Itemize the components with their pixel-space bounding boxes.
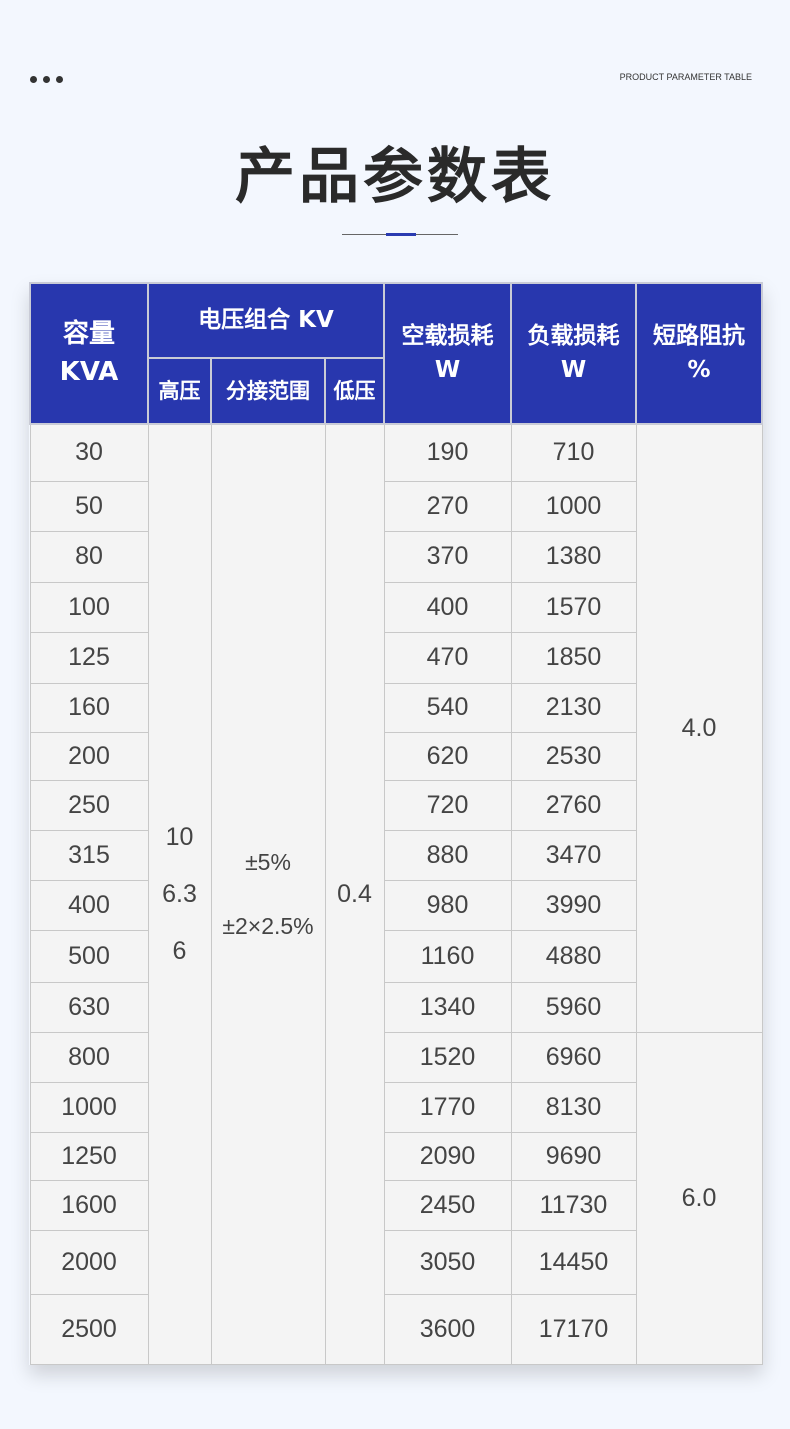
table-row: 800 1520 6960 6.0 — [29, 1031, 763, 1365]
capacity-cell: 80 — [29, 530, 149, 583]
load-loss-cell: 1000 — [510, 480, 637, 532]
capacity-cell: 125 — [29, 631, 149, 684]
table-row: 2000 3050 14450 — [29, 1229, 762, 1295]
capacity-cell: 400 — [29, 879, 149, 931]
header-high-voltage: 高压 — [147, 357, 212, 425]
table-row: 50 270 1000 — [29, 480, 762, 532]
table-row: 250 720 2760 — [29, 779, 762, 831]
table-row: 200 620 2530 — [29, 731, 762, 781]
table-row: 30 10 6.3 6 ±5% ±2×2.5% 0.4 190 710 4.0 — [29, 423, 763, 1365]
load-loss-cell: 5960 — [510, 981, 637, 1033]
impedance-cell: 6.0 — [635, 1031, 763, 1365]
no-load-loss-cell: 400 — [383, 581, 512, 633]
table-row: 400 980 3990 — [29, 879, 762, 931]
no-load-loss-cell: 880 — [383, 829, 512, 881]
load-loss-cell: 710 — [510, 423, 637, 482]
load-loss-cell: 2760 — [510, 779, 637, 831]
high-voltage-cell: 10 6.3 6 — [147, 423, 212, 1365]
load-loss-cell: 3470 — [510, 829, 637, 881]
table-row: 80 370 1380 — [29, 530, 762, 583]
table-row: 100 400 1570 — [29, 581, 762, 633]
header-capacity: 容量 KVA — [29, 282, 149, 425]
no-load-loss-cell: 980 — [383, 879, 512, 931]
load-loss-cell: 1850 — [510, 631, 637, 684]
load-loss-cell: 2530 — [510, 731, 637, 781]
header-tap-range: 分接范围 — [210, 357, 326, 425]
table-row: 1250 2090 9690 — [29, 1131, 762, 1181]
no-load-loss-cell: 3600 — [383, 1293, 512, 1365]
title-divider — [342, 233, 458, 236]
capacity-cell: 50 — [29, 480, 149, 532]
load-loss-cell: 1380 — [510, 530, 637, 583]
no-load-loss-cell: 1770 — [383, 1081, 512, 1133]
no-load-loss-cell: 2090 — [383, 1131, 512, 1181]
table-row: 2500 3600 17170 — [29, 1293, 762, 1365]
table-row: 125 470 1850 — [29, 631, 762, 684]
parameter-table: 容量 KVA 电压组合 KV 空载损耗 W 负载损耗 W 短路阻抗 % 高压 分… — [29, 282, 763, 1365]
load-loss-cell: 1570 — [510, 581, 637, 633]
capacity-cell: 630 — [29, 981, 149, 1033]
no-load-loss-cell: 1160 — [383, 929, 512, 983]
load-loss-cell: 2130 — [510, 682, 637, 733]
capacity-cell: 1250 — [29, 1131, 149, 1181]
more-dots-icon — [30, 76, 63, 83]
low-voltage-cell: 0.4 — [324, 423, 385, 1365]
table-row: 630 1340 5960 — [29, 981, 762, 1033]
load-loss-cell: 8130 — [510, 1081, 637, 1133]
no-load-loss-cell: 3050 — [383, 1229, 512, 1295]
header-impedance: 短路阻抗 % — [635, 282, 763, 425]
capacity-cell: 2000 — [29, 1229, 149, 1295]
table-row: 315 880 3470 — [29, 829, 762, 881]
capacity-cell: 30 — [29, 423, 149, 482]
no-load-loss-cell: 540 — [383, 682, 512, 733]
capacity-cell: 250 — [29, 779, 149, 831]
no-load-loss-cell: 370 — [383, 530, 512, 583]
capacity-cell: 160 — [29, 682, 149, 733]
no-load-loss-cell: 470 — [383, 631, 512, 684]
no-load-loss-cell: 270 — [383, 480, 512, 532]
page-title: 产品参数表 — [235, 142, 555, 212]
capacity-cell: 100 — [29, 581, 149, 633]
no-load-loss-cell: 190 — [383, 423, 512, 482]
load-loss-cell: 11730 — [510, 1179, 637, 1231]
header-low-voltage: 低压 — [324, 357, 385, 425]
capacity-cell: 2500 — [29, 1293, 149, 1365]
section-tag: PRODUCT PARAMETER TABLE — [619, 72, 752, 82]
capacity-cell: 315 — [29, 829, 149, 881]
tap-range-cell: ±5% ±2×2.5% — [210, 423, 326, 1365]
capacity-cell: 200 — [29, 731, 149, 781]
table-row: 500 1160 4880 — [29, 929, 762, 983]
load-loss-cell: 9690 — [510, 1131, 637, 1181]
header-load-loss: 负载损耗 W — [510, 282, 637, 425]
no-load-loss-cell: 1520 — [383, 1031, 512, 1083]
capacity-cell: 800 — [29, 1031, 149, 1083]
header-voltage-group: 电压组合 KV — [147, 282, 385, 359]
no-load-loss-cell: 2450 — [383, 1179, 512, 1231]
capacity-cell: 1600 — [29, 1179, 149, 1231]
no-load-loss-cell: 1340 — [383, 981, 512, 1033]
load-loss-cell: 4880 — [510, 929, 637, 983]
capacity-cell: 1000 — [29, 1081, 149, 1133]
no-load-loss-cell: 620 — [383, 731, 512, 781]
load-loss-cell: 14450 — [510, 1229, 637, 1295]
table-row: 1600 2450 11730 — [29, 1179, 762, 1231]
load-loss-cell: 3990 — [510, 879, 637, 931]
load-loss-cell: 6960 — [510, 1031, 637, 1083]
capacity-cell: 500 — [29, 929, 149, 983]
header-no-load-loss: 空载损耗 W — [383, 282, 512, 425]
load-loss-cell: 17170 — [510, 1293, 637, 1365]
impedance-cell: 4.0 — [635, 423, 763, 1033]
no-load-loss-cell: 720 — [383, 779, 512, 831]
